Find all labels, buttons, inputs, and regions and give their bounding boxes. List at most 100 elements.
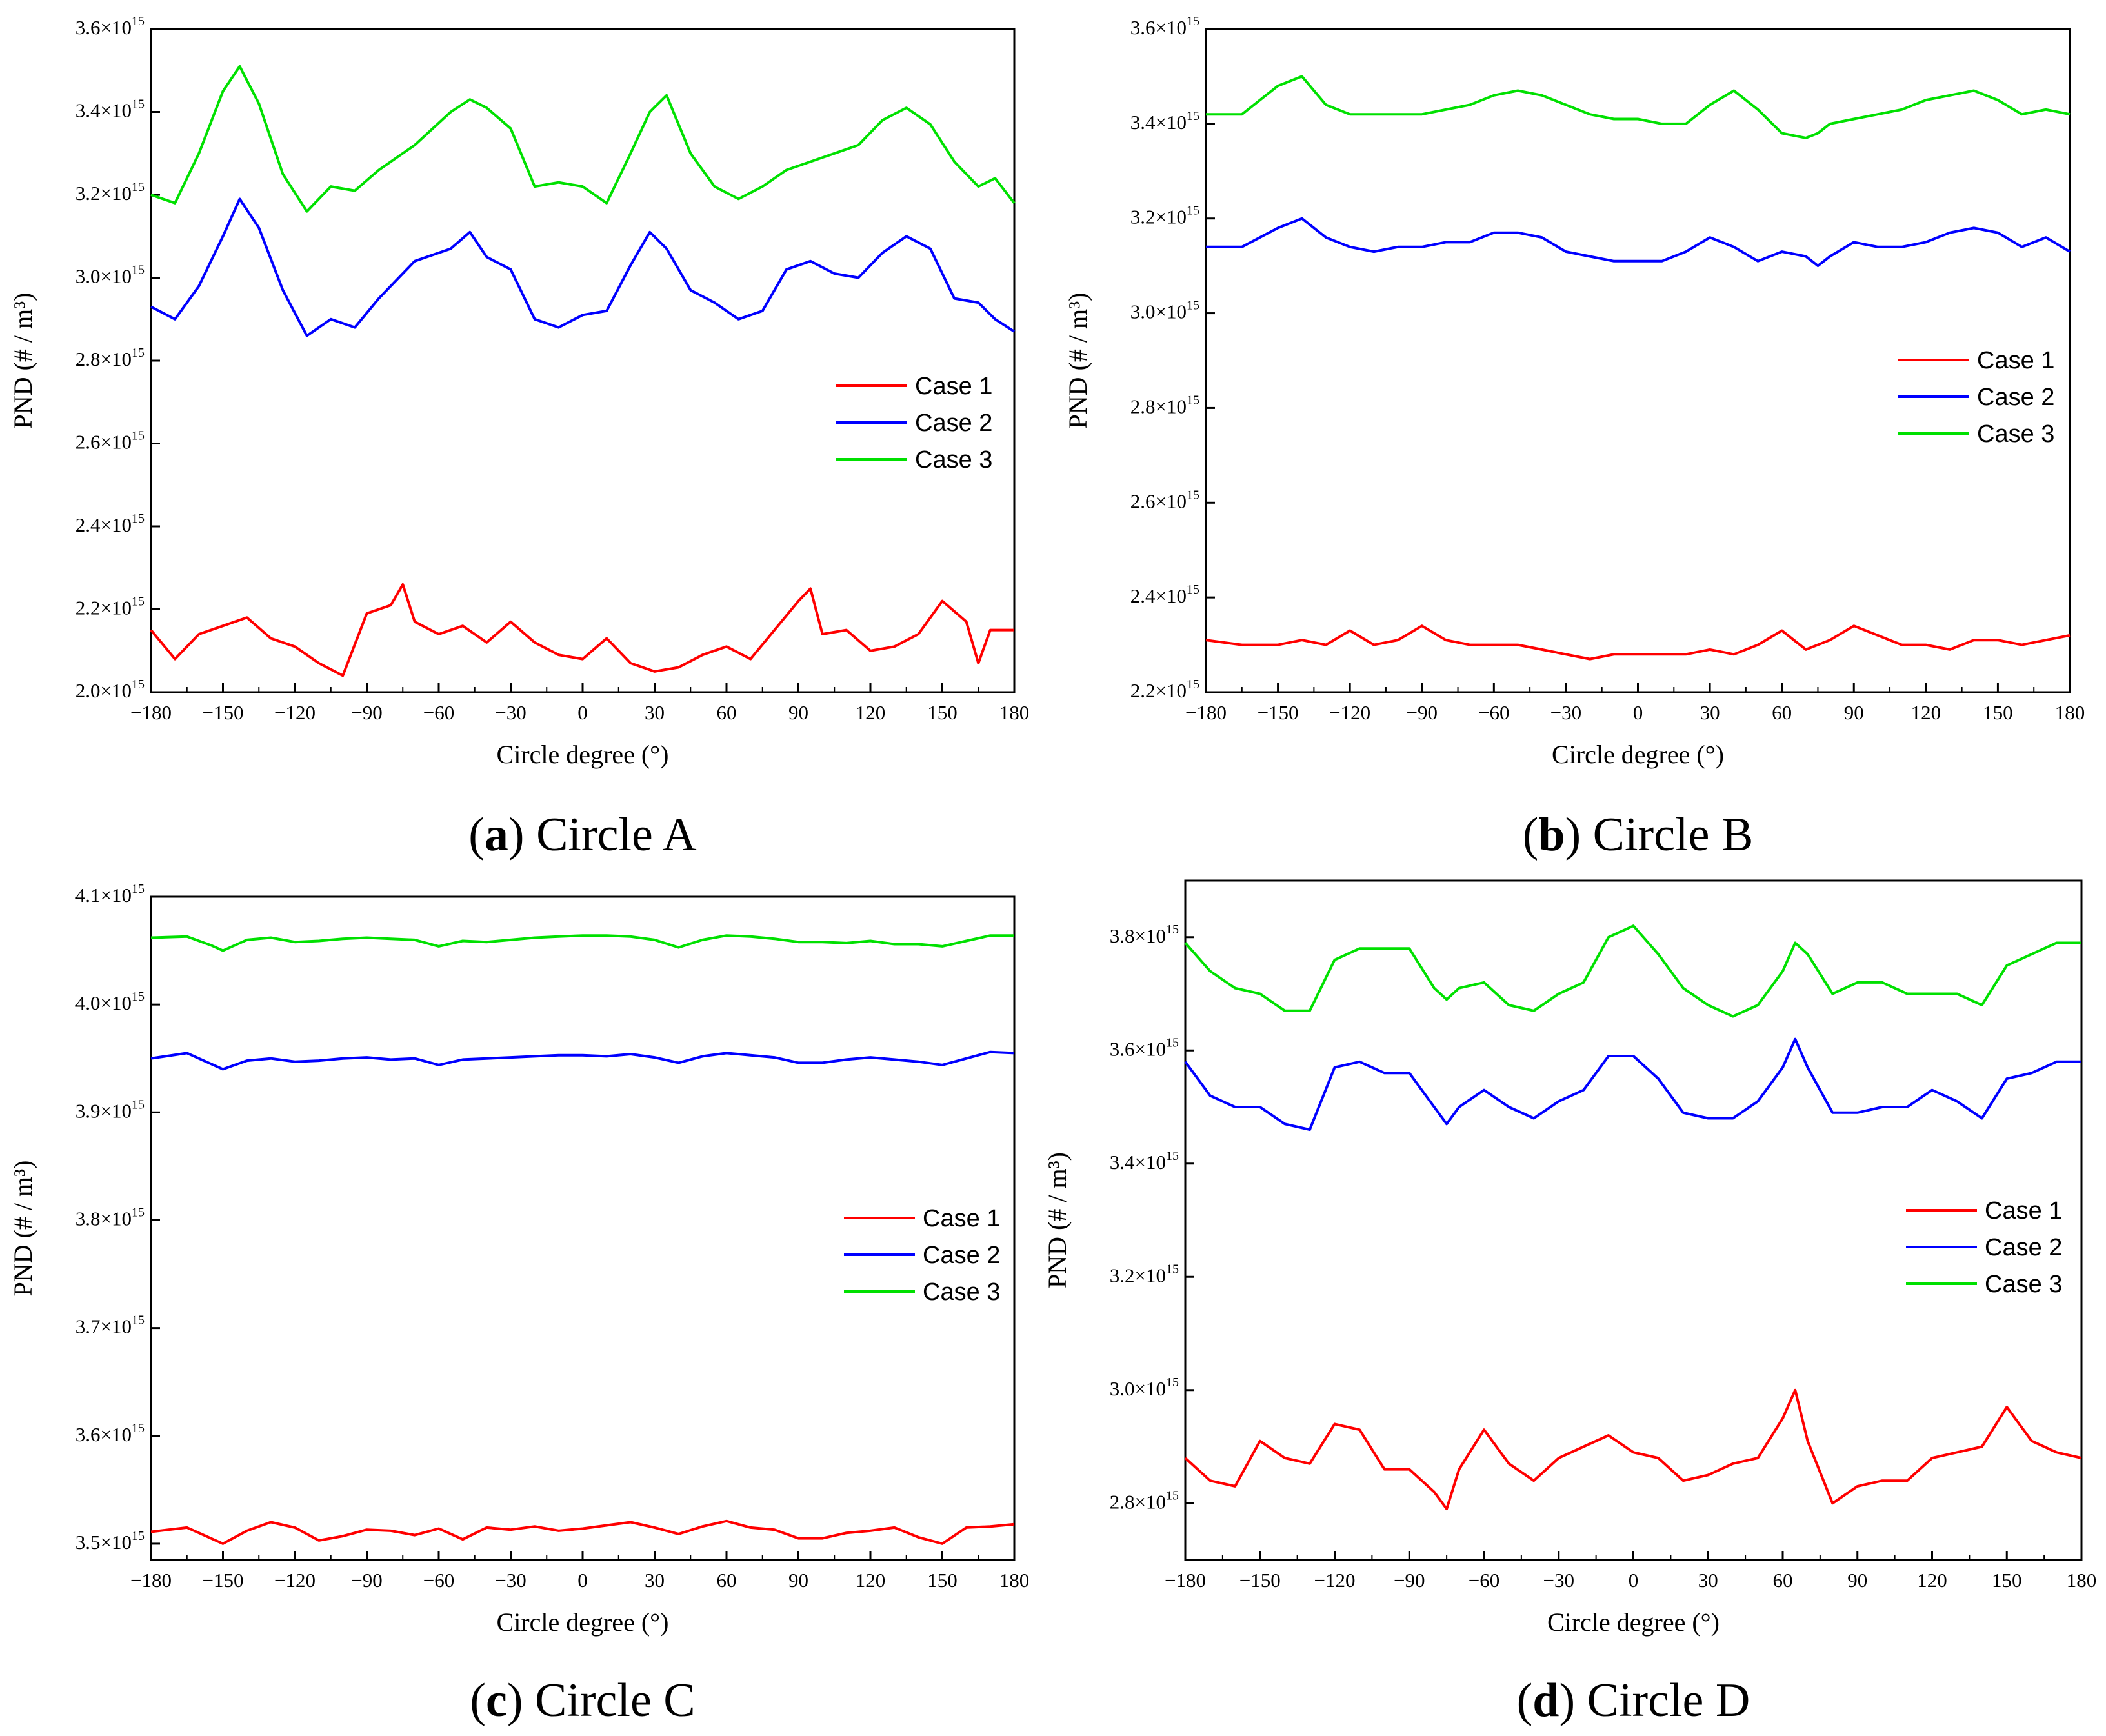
x-tick-label: 180 — [2067, 1569, 2097, 1591]
y-tick-multiplier: ×10 — [101, 597, 132, 619]
y-tick-label: 2.8×1015 — [1130, 393, 1199, 417]
y-tick-label: 3.6×1015 — [1110, 1035, 1179, 1060]
y-tick-exponent: 15 — [132, 595, 145, 609]
x-tick-label: −180 — [130, 701, 172, 724]
series-line-case-1 — [1184, 1388, 2082, 1510]
legend: Case 1 Case 2 Case 3 — [1898, 347, 2054, 448]
x-tick-label: 0 — [1633, 701, 1643, 724]
x-tick-label: 150 — [927, 701, 958, 724]
y-tick-exponent: 15 — [132, 14, 145, 28]
y-tick-mantissa: 3.6 — [1130, 16, 1156, 39]
y-tick-mantissa: 3.2 — [1130, 206, 1156, 228]
panel-b: −180 −150 −120 −90 −60 −30 0 30 60 90 120 150 180 2.2… — [1063, 14, 2085, 861]
legend-label: Case 3 — [1985, 1271, 2062, 1298]
caption-paren-open: ( — [1523, 808, 1539, 861]
caption-letter: d — [1532, 1674, 1559, 1727]
y-tick-exponent: 15 — [132, 1097, 145, 1112]
y-tick-mantissa: 2.2 — [75, 597, 101, 619]
x-tick-label: −150 — [203, 1569, 244, 1591]
caption-letter: b — [1538, 808, 1565, 861]
x-tick-label: −120 — [1329, 701, 1370, 724]
y-tick-mantissa: 3.8 — [75, 1207, 101, 1230]
y-tick-label: 2.4×1015 — [1130, 583, 1199, 607]
y-tick-mantissa: 3.2 — [75, 182, 101, 205]
x-tick-label: 90 — [1844, 701, 1864, 724]
y-tick-exponent: 15 — [132, 1205, 145, 1219]
y-tick-exponent: 15 — [132, 263, 145, 277]
panels: −180 −150 −120 −90 −60 −30 0 30 60 90 120 150 1802.0… — [8, 14, 2096, 1727]
y-axis-label: PND (# / m³) — [1043, 1152, 1072, 1288]
y-tick-mantissa: 3.4 — [1110, 1151, 1135, 1173]
y-tick-exponent: 15 — [1187, 393, 1199, 407]
y-tick-exponent: 15 — [132, 1529, 145, 1543]
y-tick-exponent: 15 — [132, 882, 145, 896]
x-tick-label: 60 — [717, 1569, 737, 1591]
y-tick-label: 3.9×1015 — [75, 1097, 145, 1122]
x-tick-label: 120 — [1911, 701, 1941, 724]
caption-letter: c — [486, 1674, 507, 1727]
y-tick-mantissa: 3.0 — [75, 265, 101, 288]
y-tick-exponent: 15 — [1187, 677, 1199, 692]
y-tick-mantissa: 3.0 — [1130, 301, 1156, 323]
x-tick-label: 90 — [788, 701, 808, 724]
x-tick-label: 30 — [1698, 1569, 1718, 1591]
y-tick-label: 3.4×1015 — [1110, 1149, 1179, 1173]
y-tick-mantissa: 3.4 — [1130, 111, 1156, 134]
x-tick-label: −180 — [1185, 701, 1227, 724]
y-tick-exponent: 15 — [1166, 1488, 1179, 1502]
y-tick-mantissa: 3.2 — [1110, 1264, 1135, 1286]
y-tick-multiplier: ×10 — [1135, 1377, 1166, 1400]
caption-title: ) Circle C — [507, 1674, 696, 1727]
y-tick-label: 2.6×1015 — [1130, 488, 1199, 512]
caption-title: ) Circle D — [1559, 1674, 1750, 1727]
y-tick-multiplier: ×10 — [1156, 395, 1187, 417]
x-tick-label: −90 — [351, 701, 382, 724]
y-tick-mantissa: 3.6 — [1110, 1037, 1135, 1060]
y-tick-exponent: 15 — [1187, 299, 1199, 313]
legend-label: Case 1 — [923, 1205, 1000, 1232]
x-tick-label: −120 — [274, 701, 316, 724]
caption-paren-open: ( — [470, 1674, 486, 1727]
x-axis-label: Circle degree (°) — [497, 1608, 669, 1637]
series-line-case-2 — [1206, 217, 2071, 268]
y-tick-mantissa: 3.6 — [75, 16, 101, 39]
y-tick-mantissa: 2.6 — [1130, 490, 1156, 512]
y-tick-label: 3.4×1015 — [75, 97, 145, 122]
legend: Case 1 Case 2 Case 3 — [1906, 1197, 2062, 1298]
y-tick-exponent: 15 — [1187, 583, 1199, 597]
y-tick-exponent: 15 — [1166, 1035, 1179, 1050]
series-line-case-3 — [150, 934, 1014, 952]
legend-label: Case 1 — [1985, 1197, 2062, 1224]
x-tick-label: −150 — [1239, 1569, 1281, 1591]
y-tick-multiplier: ×10 — [1135, 1264, 1166, 1286]
y-tick-mantissa: 3.0 — [1110, 1377, 1135, 1400]
y-tick-multiplier: ×10 — [101, 679, 132, 702]
y-tick-multiplier: ×10 — [101, 514, 132, 536]
y-tick-mantissa: 2.2 — [1130, 679, 1156, 702]
x-tick-label: 120 — [856, 1569, 886, 1591]
x-tick-label: 60 — [717, 701, 737, 724]
y-tick-exponent: 15 — [132, 1421, 145, 1435]
y-tick-exponent: 15 — [132, 677, 145, 692]
y-tick-label: 2.2×1015 — [75, 595, 145, 619]
series-line-case-3 — [1206, 75, 2071, 139]
x-tick-label: −120 — [274, 1569, 316, 1591]
y-tick-label: 3.2×1015 — [75, 180, 145, 205]
y-tick-exponent: 15 — [1187, 204, 1199, 218]
panel-caption: (b) Circle B — [1523, 808, 1754, 861]
x-tick-label: −30 — [1550, 701, 1581, 724]
y-axis-label: PND (# / m³) — [8, 293, 37, 429]
y-tick-mantissa: 2.4 — [1130, 584, 1156, 607]
y-tick-multiplier: ×10 — [101, 1315, 132, 1338]
y-tick-exponent: 15 — [1166, 1375, 1179, 1390]
y-tick-exponent: 15 — [1166, 1262, 1179, 1276]
y-tick-exponent: 15 — [132, 97, 145, 112]
legend: Case 1 Case 2 Case 3 — [844, 1205, 1000, 1306]
x-tick-label: −60 — [1469, 1569, 1499, 1591]
y-tick-label: 3.5×1015 — [75, 1529, 145, 1553]
y-tick-multiplier: ×10 — [101, 1207, 132, 1230]
y-tick-mantissa: 3.5 — [75, 1531, 101, 1553]
y-tick-label: 2.2×1015 — [1130, 677, 1199, 702]
y-tick-multiplier: ×10 — [1135, 924, 1166, 947]
y-tick-multiplier: ×10 — [1156, 206, 1187, 228]
